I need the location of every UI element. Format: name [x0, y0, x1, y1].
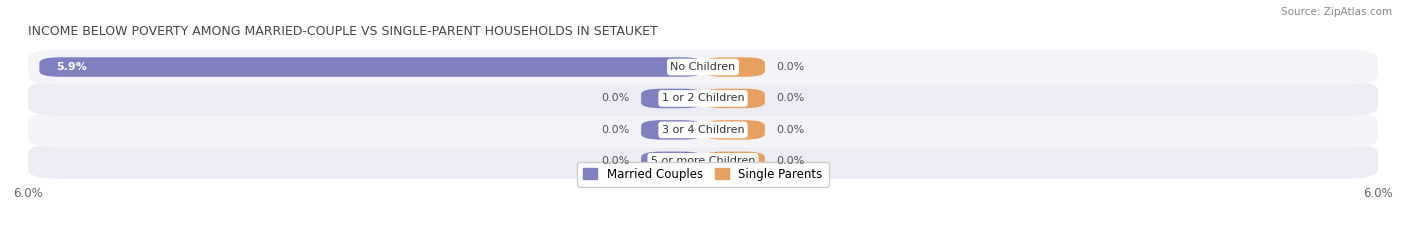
FancyBboxPatch shape [28, 49, 1378, 85]
FancyBboxPatch shape [641, 120, 703, 140]
Text: No Children: No Children [671, 62, 735, 72]
FancyBboxPatch shape [28, 144, 1378, 179]
FancyBboxPatch shape [703, 89, 765, 108]
Text: 0.0%: 0.0% [602, 125, 630, 135]
Text: Source: ZipAtlas.com: Source: ZipAtlas.com [1281, 7, 1392, 17]
FancyBboxPatch shape [28, 112, 1378, 147]
FancyBboxPatch shape [703, 120, 765, 140]
Legend: Married Couples, Single Parents: Married Couples, Single Parents [578, 162, 828, 187]
Text: 0.0%: 0.0% [776, 125, 804, 135]
FancyBboxPatch shape [641, 89, 703, 108]
FancyBboxPatch shape [703, 57, 765, 77]
FancyBboxPatch shape [703, 152, 765, 171]
Text: 1 or 2 Children: 1 or 2 Children [662, 93, 744, 103]
FancyBboxPatch shape [28, 81, 1378, 116]
FancyBboxPatch shape [641, 152, 703, 171]
FancyBboxPatch shape [39, 57, 703, 77]
Text: 0.0%: 0.0% [776, 93, 804, 103]
Text: 0.0%: 0.0% [602, 93, 630, 103]
Text: 0.0%: 0.0% [776, 156, 804, 166]
Text: 5.9%: 5.9% [56, 62, 87, 72]
Text: 0.0%: 0.0% [776, 62, 804, 72]
Text: 3 or 4 Children: 3 or 4 Children [662, 125, 744, 135]
Text: 0.0%: 0.0% [602, 156, 630, 166]
Text: 5 or more Children: 5 or more Children [651, 156, 755, 166]
Text: INCOME BELOW POVERTY AMONG MARRIED-COUPLE VS SINGLE-PARENT HOUSEHOLDS IN SETAUKE: INCOME BELOW POVERTY AMONG MARRIED-COUPL… [28, 25, 658, 38]
